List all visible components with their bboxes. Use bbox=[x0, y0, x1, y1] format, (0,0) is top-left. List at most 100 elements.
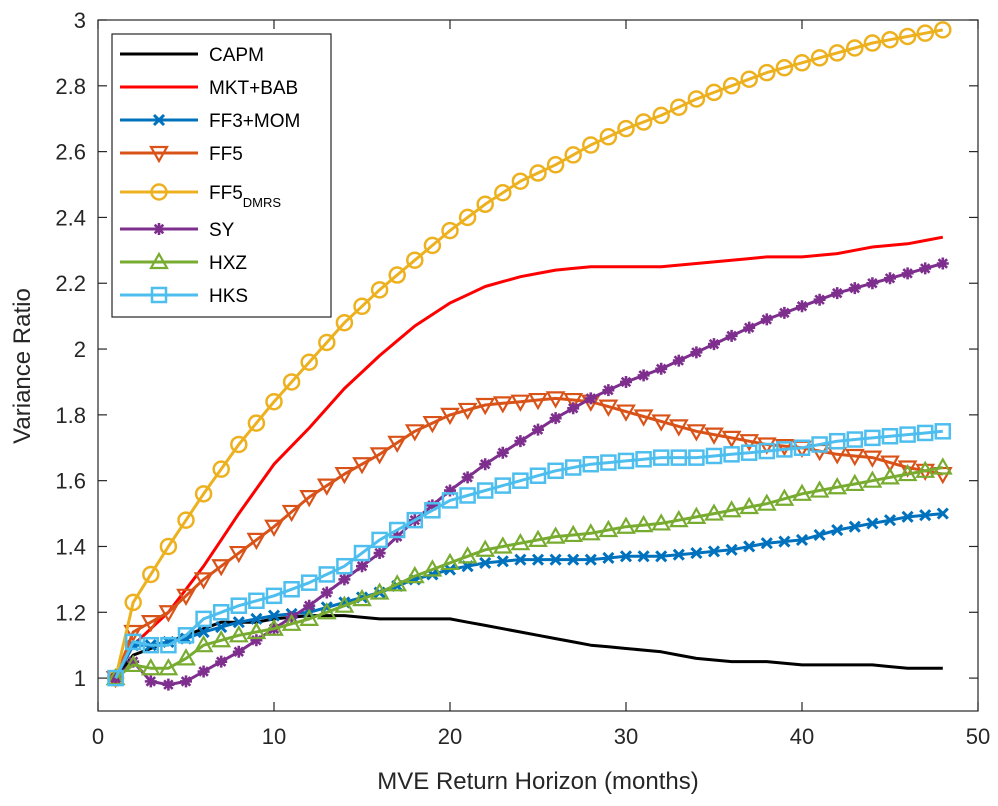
data-point bbox=[813, 528, 826, 542]
data-point bbox=[300, 574, 318, 591]
data-point bbox=[336, 557, 353, 575]
data-point bbox=[387, 574, 408, 592]
data-point bbox=[492, 536, 513, 554]
data-point bbox=[140, 658, 161, 676]
data-point bbox=[862, 470, 883, 488]
data-point bbox=[598, 399, 619, 417]
legend-entry: MKT+BAB bbox=[120, 78, 298, 99]
data-point bbox=[299, 490, 320, 508]
data-point bbox=[813, 293, 826, 306]
data-point bbox=[846, 431, 864, 448]
data-point bbox=[564, 146, 582, 164]
legend-entry: CAPM bbox=[120, 45, 264, 66]
y-tick-label: 2.2 bbox=[55, 271, 86, 296]
data-point bbox=[827, 477, 848, 495]
data-point bbox=[281, 613, 302, 631]
data-point bbox=[159, 537, 178, 556]
x-tick-label: 10 bbox=[262, 724, 286, 749]
data-point bbox=[265, 587, 283, 605]
legend-box bbox=[111, 33, 332, 318]
data-point bbox=[916, 24, 934, 42]
data-point bbox=[793, 439, 811, 457]
data-point bbox=[725, 329, 738, 342]
legend-label: FF5 bbox=[209, 144, 243, 165]
data-point bbox=[897, 463, 918, 482]
data-point bbox=[545, 391, 566, 409]
data-point bbox=[369, 447, 390, 465]
data-point bbox=[831, 523, 844, 537]
data-point bbox=[844, 473, 865, 492]
data-point bbox=[228, 625, 249, 643]
data-point bbox=[529, 467, 547, 484]
data-point bbox=[475, 397, 496, 416]
data-point bbox=[652, 449, 670, 466]
data-point bbox=[404, 565, 425, 584]
data-point bbox=[247, 414, 266, 432]
data-point bbox=[426, 499, 439, 512]
series-sy bbox=[109, 257, 949, 691]
data-point bbox=[582, 455, 600, 473]
data-point bbox=[494, 184, 512, 202]
data-point bbox=[334, 466, 355, 485]
data-point bbox=[668, 419, 689, 437]
data-point bbox=[844, 448, 865, 467]
data-point bbox=[514, 435, 527, 448]
data-point bbox=[176, 648, 196, 666]
data-point bbox=[194, 485, 213, 503]
data-point bbox=[778, 535, 791, 548]
data-point bbox=[708, 338, 720, 351]
data-point bbox=[637, 550, 650, 563]
data-point bbox=[494, 477, 512, 494]
x-tick-label: 30 bbox=[614, 724, 638, 749]
series-hks bbox=[107, 423, 952, 687]
data-point bbox=[510, 394, 531, 412]
data-point bbox=[567, 402, 580, 415]
data-point bbox=[795, 533, 809, 546]
data-point bbox=[162, 678, 175, 691]
data-point bbox=[356, 560, 368, 573]
data-point bbox=[195, 610, 212, 628]
data-point bbox=[619, 550, 633, 563]
data-point bbox=[404, 424, 425, 442]
data-point bbox=[264, 519, 284, 537]
data-point bbox=[211, 630, 232, 648]
data-point bbox=[705, 83, 723, 102]
x-tick-label: 20 bbox=[438, 724, 462, 749]
data-point bbox=[599, 128, 618, 146]
data-point bbox=[864, 429, 881, 447]
data-point bbox=[335, 313, 354, 332]
data-point bbox=[899, 426, 916, 443]
legend-entry: FF5 bbox=[120, 144, 243, 165]
data-point bbox=[248, 592, 265, 610]
data-point bbox=[246, 532, 267, 551]
data-point bbox=[212, 604, 230, 621]
data-point bbox=[760, 537, 773, 550]
data-point bbox=[197, 625, 210, 639]
data-point bbox=[215, 655, 228, 668]
data-point bbox=[369, 582, 390, 600]
y-tick-label: 2.4 bbox=[55, 205, 86, 230]
data-point bbox=[528, 529, 548, 547]
data-point bbox=[881, 427, 899, 445]
data-point bbox=[371, 531, 388, 549]
data-point bbox=[353, 297, 371, 316]
data-point bbox=[705, 447, 723, 465]
data-point bbox=[774, 439, 795, 457]
data-point bbox=[564, 459, 582, 476]
data-point bbox=[475, 539, 496, 557]
data-point bbox=[316, 602, 337, 620]
data-point bbox=[828, 44, 846, 62]
data-point bbox=[458, 208, 477, 227]
data-point bbox=[193, 572, 214, 590]
data-point bbox=[756, 493, 777, 511]
data-point bbox=[299, 608, 320, 626]
data-point bbox=[144, 675, 157, 688]
series-line bbox=[114, 429, 943, 679]
series-line bbox=[114, 512, 943, 679]
data-point bbox=[511, 172, 530, 190]
data-point bbox=[634, 113, 653, 131]
data-point bbox=[300, 353, 318, 371]
data-point bbox=[193, 634, 214, 653]
data-point bbox=[496, 446, 509, 459]
data-point bbox=[228, 545, 249, 564]
